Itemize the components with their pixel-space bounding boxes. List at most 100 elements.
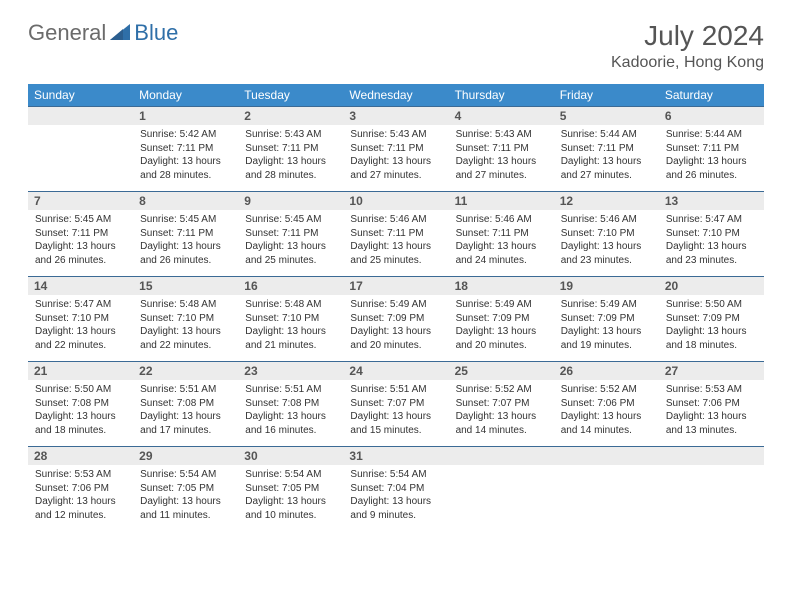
- day-cell: Sunrise: 5:48 AMSunset: 7:10 PMDaylight:…: [133, 295, 238, 362]
- day-cell: Sunrise: 5:43 AMSunset: 7:11 PMDaylight:…: [343, 125, 448, 192]
- day-number-cell: 16: [238, 277, 343, 296]
- daylight-text-1: Daylight: 13 hours: [456, 155, 547, 169]
- day-header: Monday: [133, 84, 238, 107]
- day-content: Sunrise: 5:42 AMSunset: 7:11 PMDaylight:…: [134, 126, 237, 190]
- brand-logo: General Blue: [28, 20, 178, 46]
- day-number-cell: 13: [659, 192, 764, 211]
- daylight-text-2: and 22 minutes.: [35, 339, 126, 353]
- day-content: Sunrise: 5:46 AMSunset: 7:10 PMDaylight:…: [555, 211, 658, 275]
- day-cell: [659, 465, 764, 531]
- sunset-text: Sunset: 7:10 PM: [140, 312, 231, 326]
- day-cell: Sunrise: 5:44 AMSunset: 7:11 PMDaylight:…: [659, 125, 764, 192]
- daylight-text-1: Daylight: 13 hours: [666, 240, 757, 254]
- sunset-text: Sunset: 7:09 PM: [456, 312, 547, 326]
- day-number: 27: [659, 362, 764, 380]
- day-content: Sunrise: 5:46 AMSunset: 7:11 PMDaylight:…: [344, 211, 447, 275]
- day-header: Saturday: [659, 84, 764, 107]
- day-number: [449, 447, 554, 451]
- day-cell: Sunrise: 5:47 AMSunset: 7:10 PMDaylight:…: [28, 295, 133, 362]
- day-number: 18: [449, 277, 554, 295]
- day-cell: Sunrise: 5:47 AMSunset: 7:10 PMDaylight:…: [659, 210, 764, 277]
- sunset-text: Sunset: 7:08 PM: [140, 397, 231, 411]
- day-number: 14: [28, 277, 133, 295]
- day-header-row: SundayMondayTuesdayWednesdayThursdayFrid…: [28, 84, 764, 107]
- day-number: 11: [449, 192, 554, 210]
- daylight-text-2: and 20 minutes.: [350, 339, 441, 353]
- day-cell: Sunrise: 5:43 AMSunset: 7:11 PMDaylight:…: [449, 125, 554, 192]
- week-content-row: Sunrise: 5:47 AMSunset: 7:10 PMDaylight:…: [28, 295, 764, 362]
- sunrise-text: Sunrise: 5:46 AM: [456, 213, 547, 227]
- sunrise-text: Sunrise: 5:51 AM: [245, 383, 336, 397]
- day-number: 22: [133, 362, 238, 380]
- day-content: Sunrise: 5:47 AMSunset: 7:10 PMDaylight:…: [29, 296, 132, 360]
- week-content-row: Sunrise: 5:53 AMSunset: 7:06 PMDaylight:…: [28, 465, 764, 531]
- sunrise-text: Sunrise: 5:46 AM: [561, 213, 652, 227]
- day-number: 2: [238, 107, 343, 125]
- day-cell: Sunrise: 5:49 AMSunset: 7:09 PMDaylight:…: [554, 295, 659, 362]
- sunrise-text: Sunrise: 5:48 AM: [245, 298, 336, 312]
- day-number-cell: 21: [28, 362, 133, 381]
- daylight-text-1: Daylight: 13 hours: [561, 240, 652, 254]
- day-content: Sunrise: 5:44 AMSunset: 7:11 PMDaylight:…: [660, 126, 763, 190]
- daylight-text-1: Daylight: 13 hours: [666, 325, 757, 339]
- sunset-text: Sunset: 7:06 PM: [561, 397, 652, 411]
- daylight-text-2: and 14 minutes.: [456, 424, 547, 438]
- day-number-cell: 31: [343, 447, 448, 466]
- daylight-text-1: Daylight: 13 hours: [456, 325, 547, 339]
- sunset-text: Sunset: 7:05 PM: [245, 482, 336, 496]
- sunset-text: Sunset: 7:07 PM: [350, 397, 441, 411]
- sunset-text: Sunset: 7:05 PM: [140, 482, 231, 496]
- day-number: 28: [28, 447, 133, 465]
- day-cell: Sunrise: 5:45 AMSunset: 7:11 PMDaylight:…: [238, 210, 343, 277]
- week-content-row: Sunrise: 5:42 AMSunset: 7:11 PMDaylight:…: [28, 125, 764, 192]
- sunset-text: Sunset: 7:11 PM: [35, 227, 126, 241]
- day-number: 24: [343, 362, 448, 380]
- day-content: Sunrise: 5:51 AMSunset: 7:07 PMDaylight:…: [344, 381, 447, 445]
- day-number-cell: 22: [133, 362, 238, 381]
- sunrise-text: Sunrise: 5:49 AM: [350, 298, 441, 312]
- day-content: Sunrise: 5:45 AMSunset: 7:11 PMDaylight:…: [134, 211, 237, 275]
- day-number-cell: 19: [554, 277, 659, 296]
- day-number-cell: 11: [449, 192, 554, 211]
- day-number-cell: 6: [659, 107, 764, 126]
- day-number-cell: [449, 447, 554, 466]
- day-content: Sunrise: 5:45 AMSunset: 7:11 PMDaylight:…: [239, 211, 342, 275]
- day-content: Sunrise: 5:51 AMSunset: 7:08 PMDaylight:…: [134, 381, 237, 445]
- day-cell: Sunrise: 5:48 AMSunset: 7:10 PMDaylight:…: [238, 295, 343, 362]
- day-number-cell: [659, 447, 764, 466]
- daylight-text-1: Daylight: 13 hours: [35, 325, 126, 339]
- day-content: Sunrise: 5:53 AMSunset: 7:06 PMDaylight:…: [29, 466, 132, 530]
- daylight-text-1: Daylight: 13 hours: [140, 325, 231, 339]
- sunrise-text: Sunrise: 5:50 AM: [35, 383, 126, 397]
- sunset-text: Sunset: 7:11 PM: [666, 142, 757, 156]
- daylight-text-2: and 26 minutes.: [666, 169, 757, 183]
- day-number-cell: 4: [449, 107, 554, 126]
- daylight-text-2: and 23 minutes.: [666, 254, 757, 268]
- sunset-text: Sunset: 7:08 PM: [245, 397, 336, 411]
- day-number: 9: [238, 192, 343, 210]
- day-content: [450, 469, 553, 527]
- day-number-cell: 25: [449, 362, 554, 381]
- day-content: [555, 469, 658, 527]
- day-cell: [554, 465, 659, 531]
- daylight-text-1: Daylight: 13 hours: [245, 155, 336, 169]
- daylight-text-2: and 27 minutes.: [561, 169, 652, 183]
- sunset-text: Sunset: 7:11 PM: [456, 142, 547, 156]
- sunset-text: Sunset: 7:06 PM: [666, 397, 757, 411]
- day-number: [28, 107, 133, 111]
- sunrise-text: Sunrise: 5:47 AM: [35, 298, 126, 312]
- daylight-text-2: and 11 minutes.: [140, 509, 231, 523]
- daylight-text-2: and 13 minutes.: [666, 424, 757, 438]
- day-content: Sunrise: 5:50 AMSunset: 7:08 PMDaylight:…: [29, 381, 132, 445]
- day-number-cell: 17: [343, 277, 448, 296]
- day-number-cell: 26: [554, 362, 659, 381]
- day-number: 1: [133, 107, 238, 125]
- sunset-text: Sunset: 7:08 PM: [35, 397, 126, 411]
- daylight-text-1: Daylight: 13 hours: [456, 240, 547, 254]
- sunset-text: Sunset: 7:10 PM: [666, 227, 757, 241]
- sunrise-text: Sunrise: 5:54 AM: [350, 468, 441, 482]
- day-number-cell: 3: [343, 107, 448, 126]
- brand-part2: Blue: [134, 20, 178, 46]
- page-subtitle: Kadoorie, Hong Kong: [611, 54, 764, 72]
- day-number-cell: [554, 447, 659, 466]
